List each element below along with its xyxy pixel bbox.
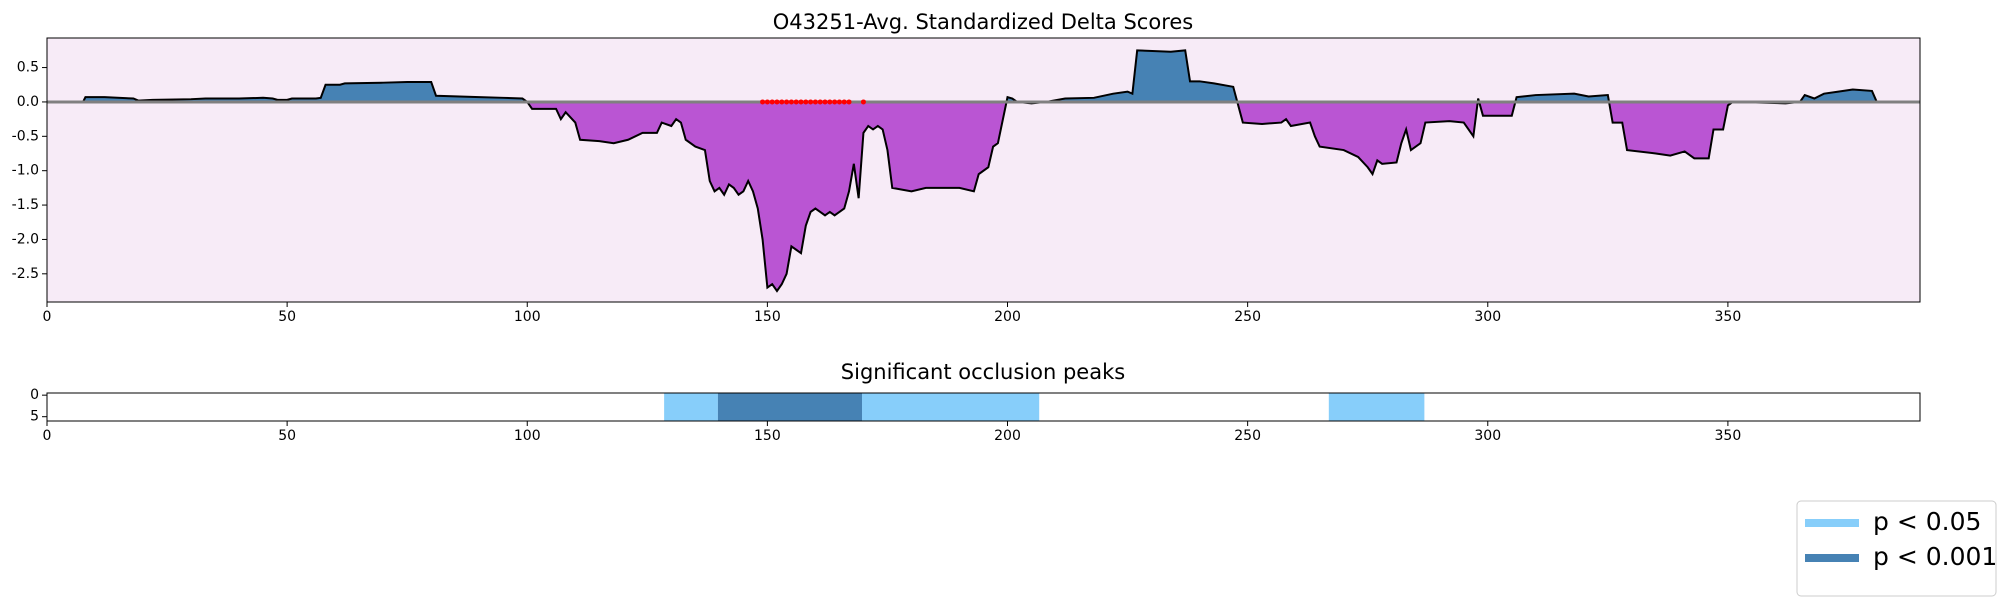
marker [812, 99, 818, 105]
marker [841, 99, 847, 105]
y-tick-label: -2.0 [12, 231, 39, 247]
peak-span [664, 393, 718, 421]
chart-title: Significant occlusion peaks [841, 360, 1125, 384]
plot-frame [46, 392, 1921, 422]
x-tick-label: 350 [1715, 428, 1742, 444]
x-tick-label: 150 [754, 309, 781, 325]
marker [793, 99, 799, 105]
x-tick-label: 300 [1474, 428, 1501, 444]
x-tick-label: 200 [994, 428, 1021, 444]
marker [822, 99, 828, 105]
y-tick-label: 0.0 [17, 94, 39, 110]
x-tick-label: 100 [514, 428, 541, 444]
x-tick-label: 50 [278, 309, 296, 325]
x-tick-label: 150 [754, 428, 781, 444]
marker [769, 99, 775, 105]
y-tick-label: -0.5 [12, 128, 39, 144]
marker [832, 99, 838, 105]
chart-title: O43251-Avg. Standardized Delta Scores [773, 10, 1193, 34]
peak-span [861, 393, 1040, 421]
marker [846, 99, 852, 105]
negative-area [47, 101, 1920, 291]
y-tick-label: 0 [30, 387, 39, 403]
x-tick-label: 300 [1474, 309, 1501, 325]
x-tick-label: 200 [994, 309, 1021, 325]
marker [788, 99, 794, 105]
marker [836, 99, 842, 105]
x-tick-label: 100 [514, 309, 541, 325]
marker [764, 99, 770, 105]
marker [784, 99, 790, 105]
peak-span [1328, 393, 1425, 421]
legend-label: p < 0.05 [1873, 507, 1981, 536]
x-tick-label: 250 [1234, 309, 1261, 325]
y-tick-label: 0.5 [17, 60, 39, 76]
y-tick-label: -1.0 [12, 163, 39, 179]
marker [860, 99, 866, 105]
marker [808, 99, 814, 105]
legend-label: p < 0.001 [1873, 542, 1997, 571]
marker [817, 99, 823, 105]
marker [798, 99, 804, 105]
y-tick-label: -2.5 [12, 266, 39, 282]
marker [803, 99, 809, 105]
x-tick-label: 50 [278, 428, 296, 444]
score-line [47, 49, 1920, 293]
plot-frame [46, 37, 1921, 303]
x-tick-label: 0 [43, 428, 52, 444]
x-tick-label: 350 [1715, 309, 1742, 325]
peak-span [717, 393, 862, 421]
marker [827, 99, 833, 105]
y-tick-label: 5 [30, 409, 39, 425]
marker [774, 99, 780, 105]
x-tick-label: 0 [43, 309, 52, 325]
y-tick-label: -1.5 [12, 197, 39, 213]
marker [779, 99, 785, 105]
marker [760, 99, 766, 105]
x-tick-label: 250 [1234, 428, 1261, 444]
